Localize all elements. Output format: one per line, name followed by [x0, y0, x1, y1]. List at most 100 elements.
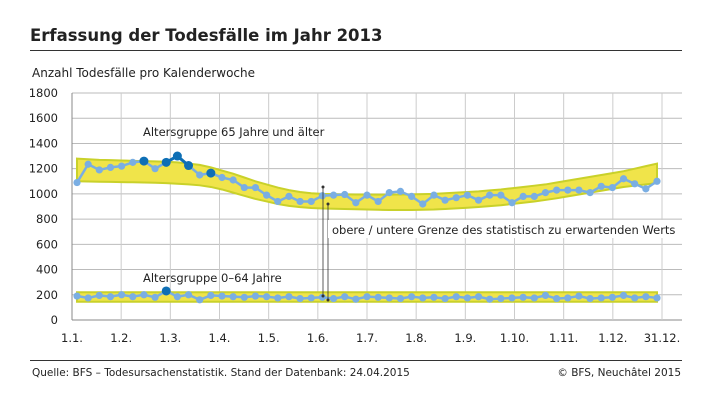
data-point	[396, 294, 405, 303]
data-point	[184, 291, 193, 299]
data-point	[642, 185, 650, 193]
data-point	[307, 294, 315, 302]
data-point	[240, 183, 248, 192]
x-tick-label: 1.9.	[454, 331, 476, 345]
data-point	[631, 180, 639, 188]
footer-divider	[30, 360, 682, 361]
y-axis-label: Anzahl Todesfälle pro Kalenderwoche	[32, 66, 256, 80]
annotation-arrowhead	[326, 298, 330, 302]
data-point	[73, 178, 81, 187]
x-tick-label: 1.1.	[61, 331, 83, 345]
data-point	[229, 293, 237, 301]
data-point	[385, 294, 393, 302]
data-point	[118, 291, 126, 299]
x-tick-label: 1.3.	[159, 331, 181, 345]
data-point	[218, 292, 226, 300]
data-point	[251, 183, 260, 192]
data-point	[642, 293, 650, 301]
data-point	[597, 294, 605, 302]
annotation-background	[328, 220, 668, 238]
data-point	[95, 291, 103, 300]
data-point	[608, 183, 616, 192]
data-point	[363, 191, 371, 199]
data-point	[452, 293, 460, 301]
data-point	[508, 199, 516, 207]
data-point	[352, 199, 360, 207]
data-point	[564, 294, 572, 302]
data-point	[530, 192, 538, 201]
annotation-label: obere / untere Grenze des statistisch zu…	[332, 223, 675, 237]
data-point	[463, 294, 471, 302]
data-point	[541, 291, 550, 300]
data-point	[463, 191, 471, 199]
data-point	[419, 294, 427, 302]
data-point	[441, 196, 449, 204]
data-point	[519, 293, 527, 301]
y-tick-label: 1400	[29, 136, 58, 150]
series-label: Altersgruppe 0–64 Jahre	[143, 271, 282, 285]
y-tick-label: 1000	[29, 187, 58, 201]
y-tick-label: 400	[36, 263, 58, 277]
data-point	[530, 294, 538, 302]
data-point	[474, 196, 483, 204]
x-tick-label: 1.6.	[307, 331, 329, 345]
data-point	[106, 293, 115, 301]
data-point	[251, 292, 260, 300]
annotation-arrowhead	[326, 202, 330, 206]
x-tick-label: 1.4.	[209, 331, 231, 345]
y-tick-label: 600	[36, 237, 58, 251]
data-point	[118, 162, 126, 170]
x-tick-label: 1.10.	[500, 331, 529, 345]
y-tick-label: 0	[51, 313, 58, 327]
data-point	[430, 293, 438, 301]
data-point	[396, 187, 405, 195]
data-point	[341, 293, 349, 301]
y-tick-label: 800	[36, 212, 58, 226]
data-point	[363, 293, 371, 301]
data-point	[564, 186, 572, 194]
x-tick-label: 31.12.	[644, 331, 681, 345]
data-point	[296, 197, 304, 206]
data-point	[296, 294, 304, 303]
data-point	[575, 186, 583, 194]
data-point	[140, 291, 148, 299]
data-point	[274, 294, 282, 302]
y-tick-label: 1800	[29, 86, 58, 100]
data-point	[619, 175, 628, 183]
title-divider	[30, 50, 682, 51]
x-tick-label: 1.5.	[258, 331, 280, 345]
x-tick-label: 1.8.	[405, 331, 427, 345]
data-point	[173, 293, 181, 301]
data-point	[206, 168, 216, 178]
data-point	[285, 293, 293, 301]
data-point	[341, 190, 349, 199]
data-point	[586, 189, 594, 197]
data-point	[229, 176, 237, 184]
data-point	[408, 293, 416, 301]
data-point	[575, 292, 583, 300]
data-point	[329, 294, 338, 303]
data-point	[196, 296, 204, 304]
data-point	[218, 173, 226, 182]
data-point	[497, 191, 505, 199]
data-point	[307, 197, 315, 206]
data-point	[318, 192, 326, 200]
data-point	[129, 293, 137, 301]
data-point	[374, 293, 382, 301]
data-point	[385, 189, 393, 197]
data-point	[430, 191, 438, 199]
data-point	[597, 182, 605, 190]
data-point	[553, 186, 561, 194]
source-note: Quelle: BFS – Todesursachenstatistik. St…	[32, 367, 410, 379]
data-point	[207, 291, 215, 300]
data-point	[497, 294, 505, 303]
copyright-note: © BFS, Neuchâtel 2015	[557, 367, 681, 379]
data-point	[196, 171, 204, 179]
annotation-arrowhead	[321, 294, 325, 298]
data-point	[541, 189, 550, 197]
data-point	[408, 192, 416, 201]
data-point	[263, 293, 271, 301]
data-point	[151, 293, 159, 301]
